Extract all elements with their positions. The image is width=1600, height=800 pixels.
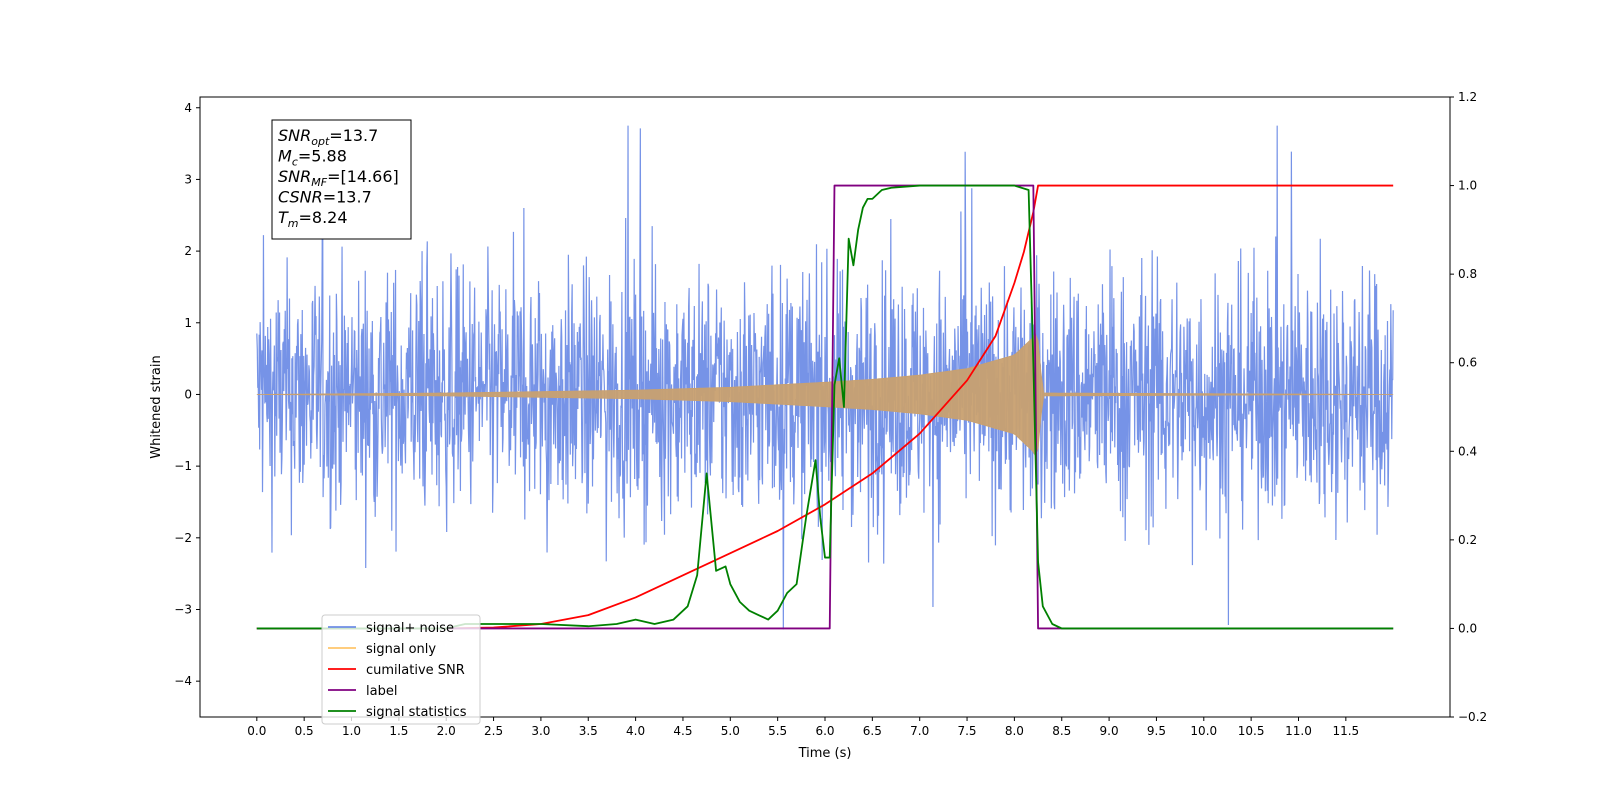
- annotation-line: Tm=8.24: [278, 208, 348, 230]
- annotation-line: SNRMF=[14.66]: [278, 167, 399, 189]
- series-layer: [256, 125, 1394, 630]
- annotation-box: SNRopt=13.7Mc=5.88SNRMF=[14.66]CSNR=13.7…: [271, 119, 412, 240]
- y-tick-label: 1: [184, 316, 192, 330]
- x-tick-label: 7.5: [957, 724, 976, 738]
- plot-area: [256, 125, 1394, 630]
- x-tick-label: 10.5: [1238, 724, 1265, 738]
- x-axis: 0.0 0.5 1.0 1.5 2.0 2.5 3.0 3.5 4.0 4.5 5.0 5.5 6.0 6…: [247, 717, 1359, 738]
- y2-tick-label: −0.2: [1458, 710, 1487, 724]
- y-tick-label: −3: [174, 602, 192, 616]
- x-tick-label: 0.5: [295, 724, 314, 738]
- y2-tick-label: 0.0: [1458, 621, 1477, 635]
- y-tick-label: −4: [174, 674, 192, 688]
- x-tick-label: 10.0: [1190, 724, 1217, 738]
- legend: signal+ noise signal only cumilative SNR la…: [321, 614, 481, 725]
- annotation-line: Mc=5.88: [278, 147, 347, 169]
- y-axis-left: 4 3 2 1 0 −1 −2 −3 −4: [174, 101, 200, 688]
- legend-label: label: [366, 684, 397, 699]
- legend-label: signal+ noise: [366, 621, 454, 636]
- legend-label: cumilative SNR: [366, 663, 465, 678]
- y-tick-label: −2: [174, 531, 192, 545]
- series-signal-noise: [256, 125, 1394, 630]
- series-signal-statistics: [256, 184, 1394, 630]
- y2-tick-label: 0.2: [1458, 533, 1477, 547]
- x-tick-label: 2.0: [437, 724, 456, 738]
- y2-tick-label: 0.6: [1458, 356, 1477, 370]
- x-tick-label: 11.0: [1285, 724, 1312, 738]
- y2-tick-label: 0.8: [1458, 267, 1477, 281]
- x-tick-label: 4.0: [626, 724, 645, 738]
- y2-tick-label: 1.2: [1458, 90, 1477, 104]
- x-axis-label: Time (s): [798, 746, 852, 761]
- x-tick-label: 6.5: [863, 724, 882, 738]
- x-tick-label: 0.0: [247, 724, 266, 738]
- y-tick-label: 2: [184, 244, 192, 258]
- x-tick-label: 1.0: [342, 724, 361, 738]
- y-tick-label: 3: [184, 172, 192, 186]
- x-tick-label: 2.5: [484, 724, 503, 738]
- x-tick-label: 1.5: [389, 724, 408, 738]
- x-tick-label: 5.5: [768, 724, 787, 738]
- x-tick-label: 9.5: [1147, 724, 1166, 738]
- x-tick-label: 11.5: [1332, 724, 1359, 738]
- y-tick-label: −1: [174, 459, 192, 473]
- legend-label: signal statistics: [366, 705, 467, 720]
- x-tick-label: 3.5: [579, 724, 598, 738]
- y-tick-label: 4: [184, 101, 192, 115]
- x-tick-label: 9.0: [1100, 724, 1119, 738]
- y-axis-right: 1.2 1.0 0.8 0.6 0.4 0.2 0.0 −0.2: [1450, 90, 1487, 724]
- y2-tick-label: 0.4: [1458, 444, 1477, 458]
- y-axis-label: Whitened strain: [149, 355, 164, 458]
- x-tick-label: 7.0: [910, 724, 929, 738]
- x-tick-label: 4.5: [673, 724, 692, 738]
- x-tick-label: 6.0: [815, 724, 834, 738]
- annotation-line: CSNR=13.7: [278, 188, 372, 207]
- series-cumulative-snr: [256, 184, 1394, 630]
- annotation-line: SNRopt=13.7: [278, 126, 378, 148]
- x-tick-label: 8.5: [1052, 724, 1071, 738]
- x-tick-label: 5.0: [721, 724, 740, 738]
- y-tick-label: 0: [184, 387, 192, 401]
- series-signal-only: [256, 332, 1394, 457]
- x-tick-label: 8.0: [1005, 724, 1024, 738]
- legend-label: signal only: [366, 642, 436, 657]
- y2-tick-label: 1.0: [1458, 179, 1477, 193]
- x-tick-label: 3.0: [531, 724, 550, 738]
